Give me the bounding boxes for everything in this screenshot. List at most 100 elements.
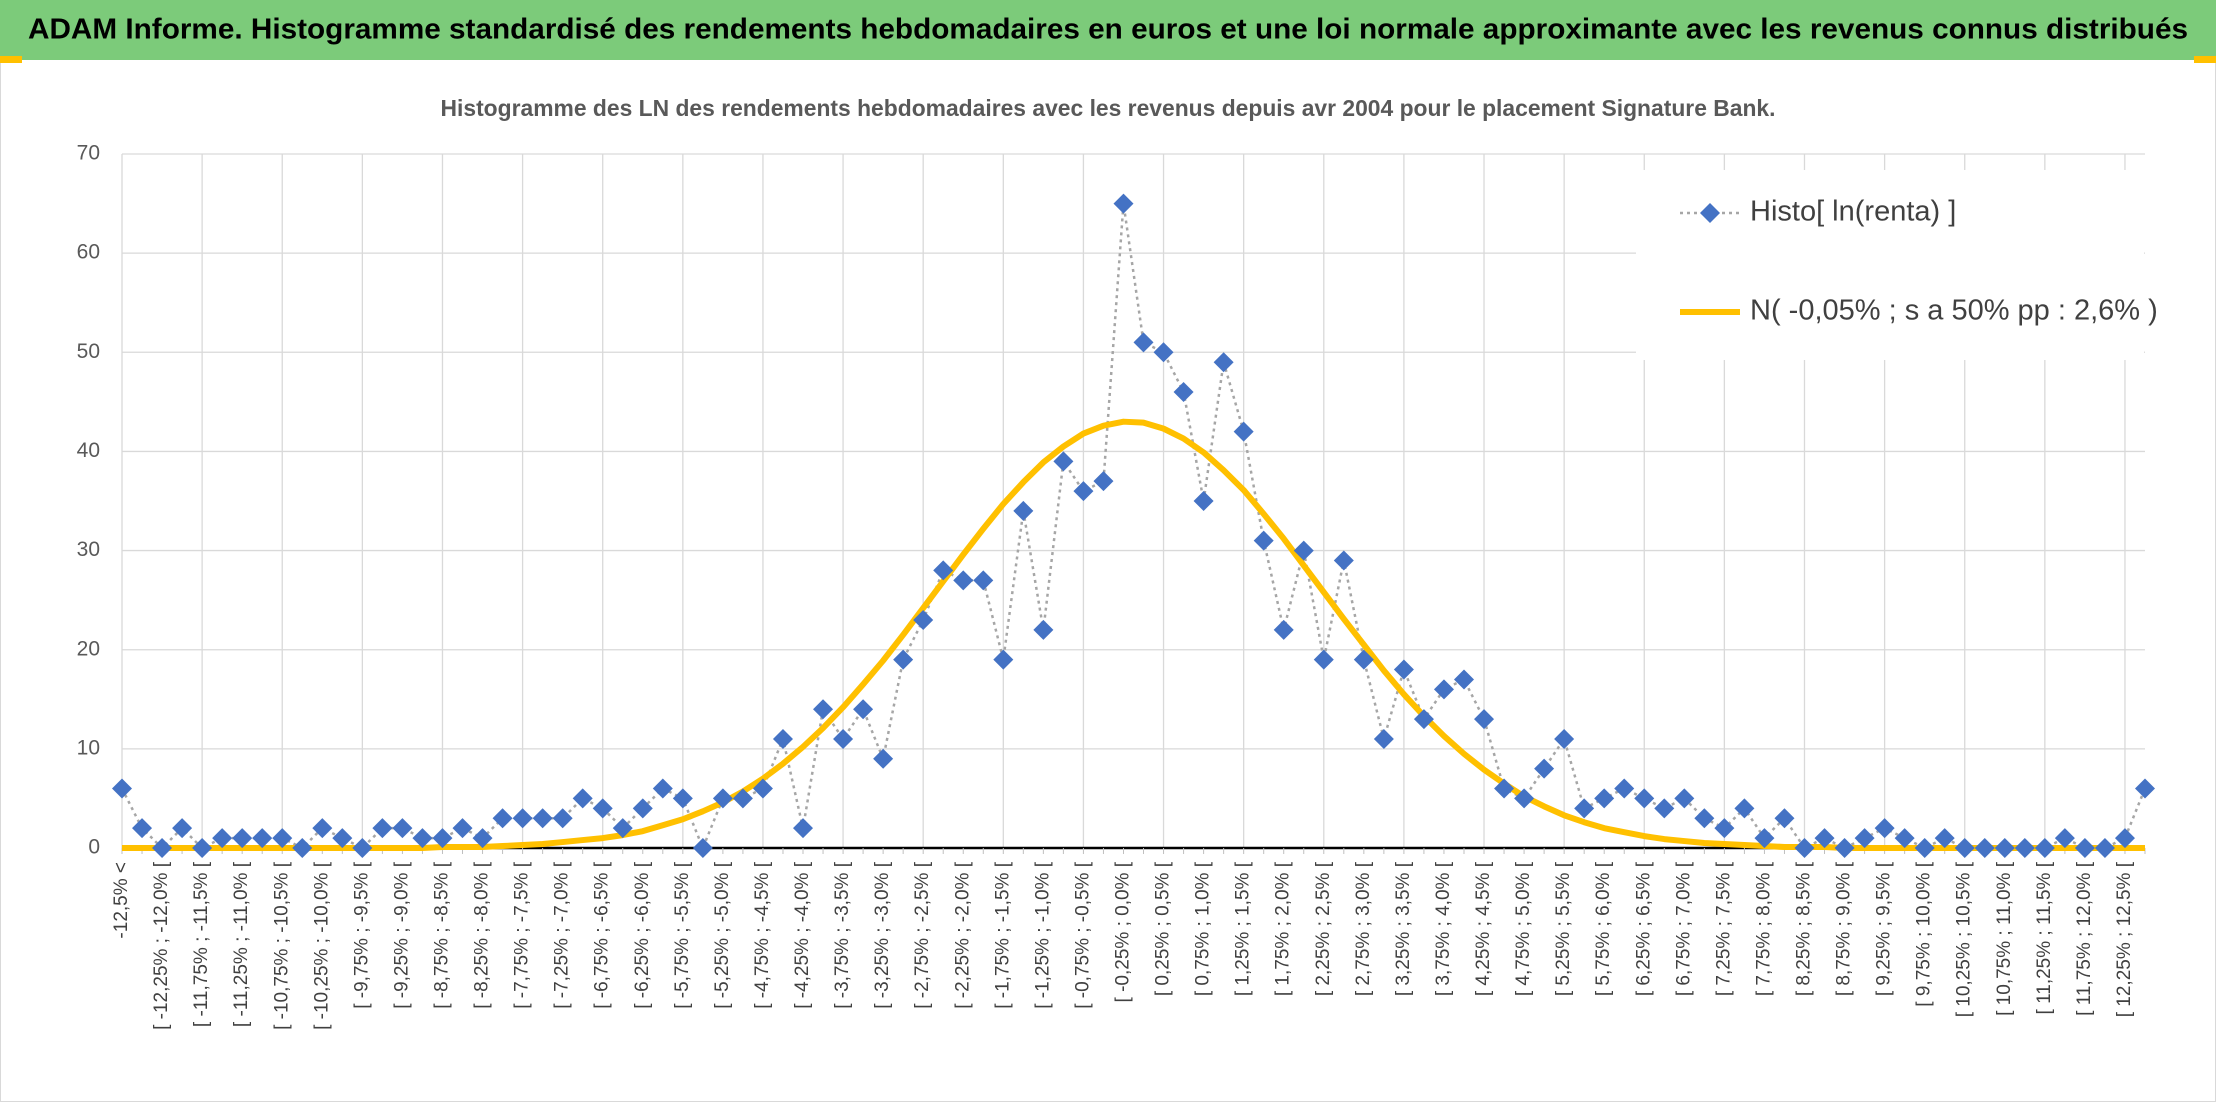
data-point — [1373, 728, 1394, 749]
x-tick-label: [ -11,25% ; -11,0% [ — [231, 861, 252, 1027]
legend-label: Histo[ ln(renta) ] — [1750, 196, 1956, 228]
x-tick-label: [ -12,25% ; -12,0% [ — [151, 861, 172, 1030]
data-point — [732, 788, 753, 809]
chart-subtitle: Histogramme des LN des rendements hebdom… — [441, 95, 1776, 121]
y-tick-label: 40 — [77, 439, 100, 462]
data-point — [1814, 828, 1835, 849]
y-tick-label: 60 — [77, 241, 100, 264]
legend-label: N( -0,05% ; s a 50% pp : 2,6% ) — [1750, 295, 2158, 327]
data-point — [1674, 788, 1695, 809]
data-point — [1834, 838, 1855, 858]
x-tick-label: [ 11,25% ; 11,5% [ — [2034, 861, 2055, 1014]
data-point — [1353, 649, 1374, 670]
data-point — [1113, 193, 1134, 214]
data-point — [492, 808, 513, 829]
data-point — [1694, 808, 1715, 829]
x-tick-label: [ 6,75% ; 7,0% [ — [1673, 861, 1694, 996]
x-tick-label: [ 9,75% ; 10,0% [ — [1914, 861, 1935, 1006]
legend-marker — [1700, 203, 1720, 223]
x-tick-label: [ -9,25% ; -9,0% [ — [391, 861, 412, 1009]
x-tick-label: [ 9,25% ; 9,5% [ — [1874, 861, 1895, 996]
data-point — [2034, 838, 2055, 858]
x-tick-label: [ 12,25% ; 12,5% [ — [2114, 861, 2135, 1017]
x-tick-label: [ -0,25% ; 0,0% [ — [1113, 861, 1134, 1002]
data-point — [632, 798, 653, 819]
x-tick-label: [ 4,75% ; 5,0% [ — [1513, 861, 1534, 996]
data-point — [1293, 540, 1314, 561]
data-point — [1413, 709, 1434, 730]
y-tick-label: 70 — [77, 142, 100, 165]
data-point — [252, 828, 273, 849]
data-point — [793, 818, 814, 839]
data-point — [1934, 828, 1955, 849]
data-point — [512, 808, 533, 829]
data-point — [1153, 342, 1174, 363]
x-tick-label: [ -7,25% ; -7,0% [ — [552, 861, 573, 1009]
data-point — [592, 798, 613, 819]
data-point — [1073, 481, 1094, 502]
x-tick-label: [ -11,75% ; -11,5% [ — [191, 861, 212, 1027]
data-point — [212, 828, 233, 849]
data-point — [172, 818, 193, 839]
data-point — [1854, 828, 1875, 849]
data-point — [1754, 828, 1775, 849]
data-point — [472, 828, 493, 849]
x-tick-label: [ -1,25% ; -1,0% [ — [1032, 861, 1053, 1009]
data-point — [893, 649, 914, 670]
data-point — [192, 838, 213, 858]
data-point — [132, 818, 153, 839]
data-point — [1474, 709, 1495, 730]
data-point — [532, 808, 553, 829]
data-point — [672, 788, 693, 809]
x-tick-label: [ -4,75% ; -4,5% [ — [752, 861, 773, 1009]
data-point — [973, 570, 994, 591]
data-point — [1013, 500, 1034, 521]
x-tick-label: [ -4,25% ; -4,0% [ — [792, 861, 813, 1009]
legend-box — [1636, 170, 2144, 360]
data-point — [1033, 619, 1054, 640]
data-point — [272, 828, 293, 849]
data-point — [1574, 798, 1595, 819]
x-tick-label: [ -1,75% ; -1,5% [ — [992, 861, 1013, 1009]
data-point — [1974, 838, 1995, 858]
x-tick-label: [ 6,25% ; 6,5% [ — [1633, 861, 1654, 996]
x-tick-label: [ 3,25% ; 3,5% [ — [1393, 861, 1414, 996]
data-point — [1093, 471, 1114, 492]
data-point — [873, 748, 894, 769]
data-point — [332, 828, 353, 849]
data-point — [2094, 838, 2115, 858]
x-tick-label: [ -2,75% ; -2,5% [ — [912, 861, 933, 1009]
data-point — [1313, 649, 1334, 670]
data-point — [292, 838, 313, 858]
data-point — [933, 560, 954, 581]
y-tick-label: 50 — [77, 340, 100, 363]
y-tick-label: 10 — [77, 736, 100, 759]
data-point — [1914, 838, 1935, 858]
data-point — [1433, 679, 1454, 700]
x-tick-label: [ -6,25% ; -6,0% [ — [632, 861, 653, 1009]
y-tick-label: 0 — [88, 836, 100, 859]
data-point — [1273, 619, 1294, 640]
y-tick-label: 20 — [77, 637, 100, 660]
x-tick-label: [ -9,75% ; -9,5% [ — [351, 861, 372, 1009]
data-point — [232, 828, 253, 849]
x-tick-label: [ 2,25% ; 2,5% [ — [1313, 861, 1334, 996]
title-bar — [0, 0, 2216, 60]
data-point — [1734, 798, 1755, 819]
data-point — [752, 778, 773, 799]
data-point — [1213, 352, 1234, 373]
x-tick-label: [ 11,75% ; 12,0% [ — [2074, 861, 2095, 1016]
x-tick-label: [ 5,25% ; 5,5% [ — [1553, 861, 1574, 996]
data-point — [1333, 550, 1354, 571]
y-tick-label: 30 — [77, 538, 100, 561]
data-point — [352, 838, 373, 858]
data-point — [2054, 828, 2075, 849]
data-point — [452, 818, 473, 839]
data-point — [552, 808, 573, 829]
x-tick-label: [ 0,25% ; 0,5% [ — [1153, 861, 1174, 996]
data-point — [1053, 451, 1074, 472]
data-point — [692, 838, 713, 858]
data-point — [1453, 669, 1474, 690]
data-point — [1714, 818, 1735, 839]
